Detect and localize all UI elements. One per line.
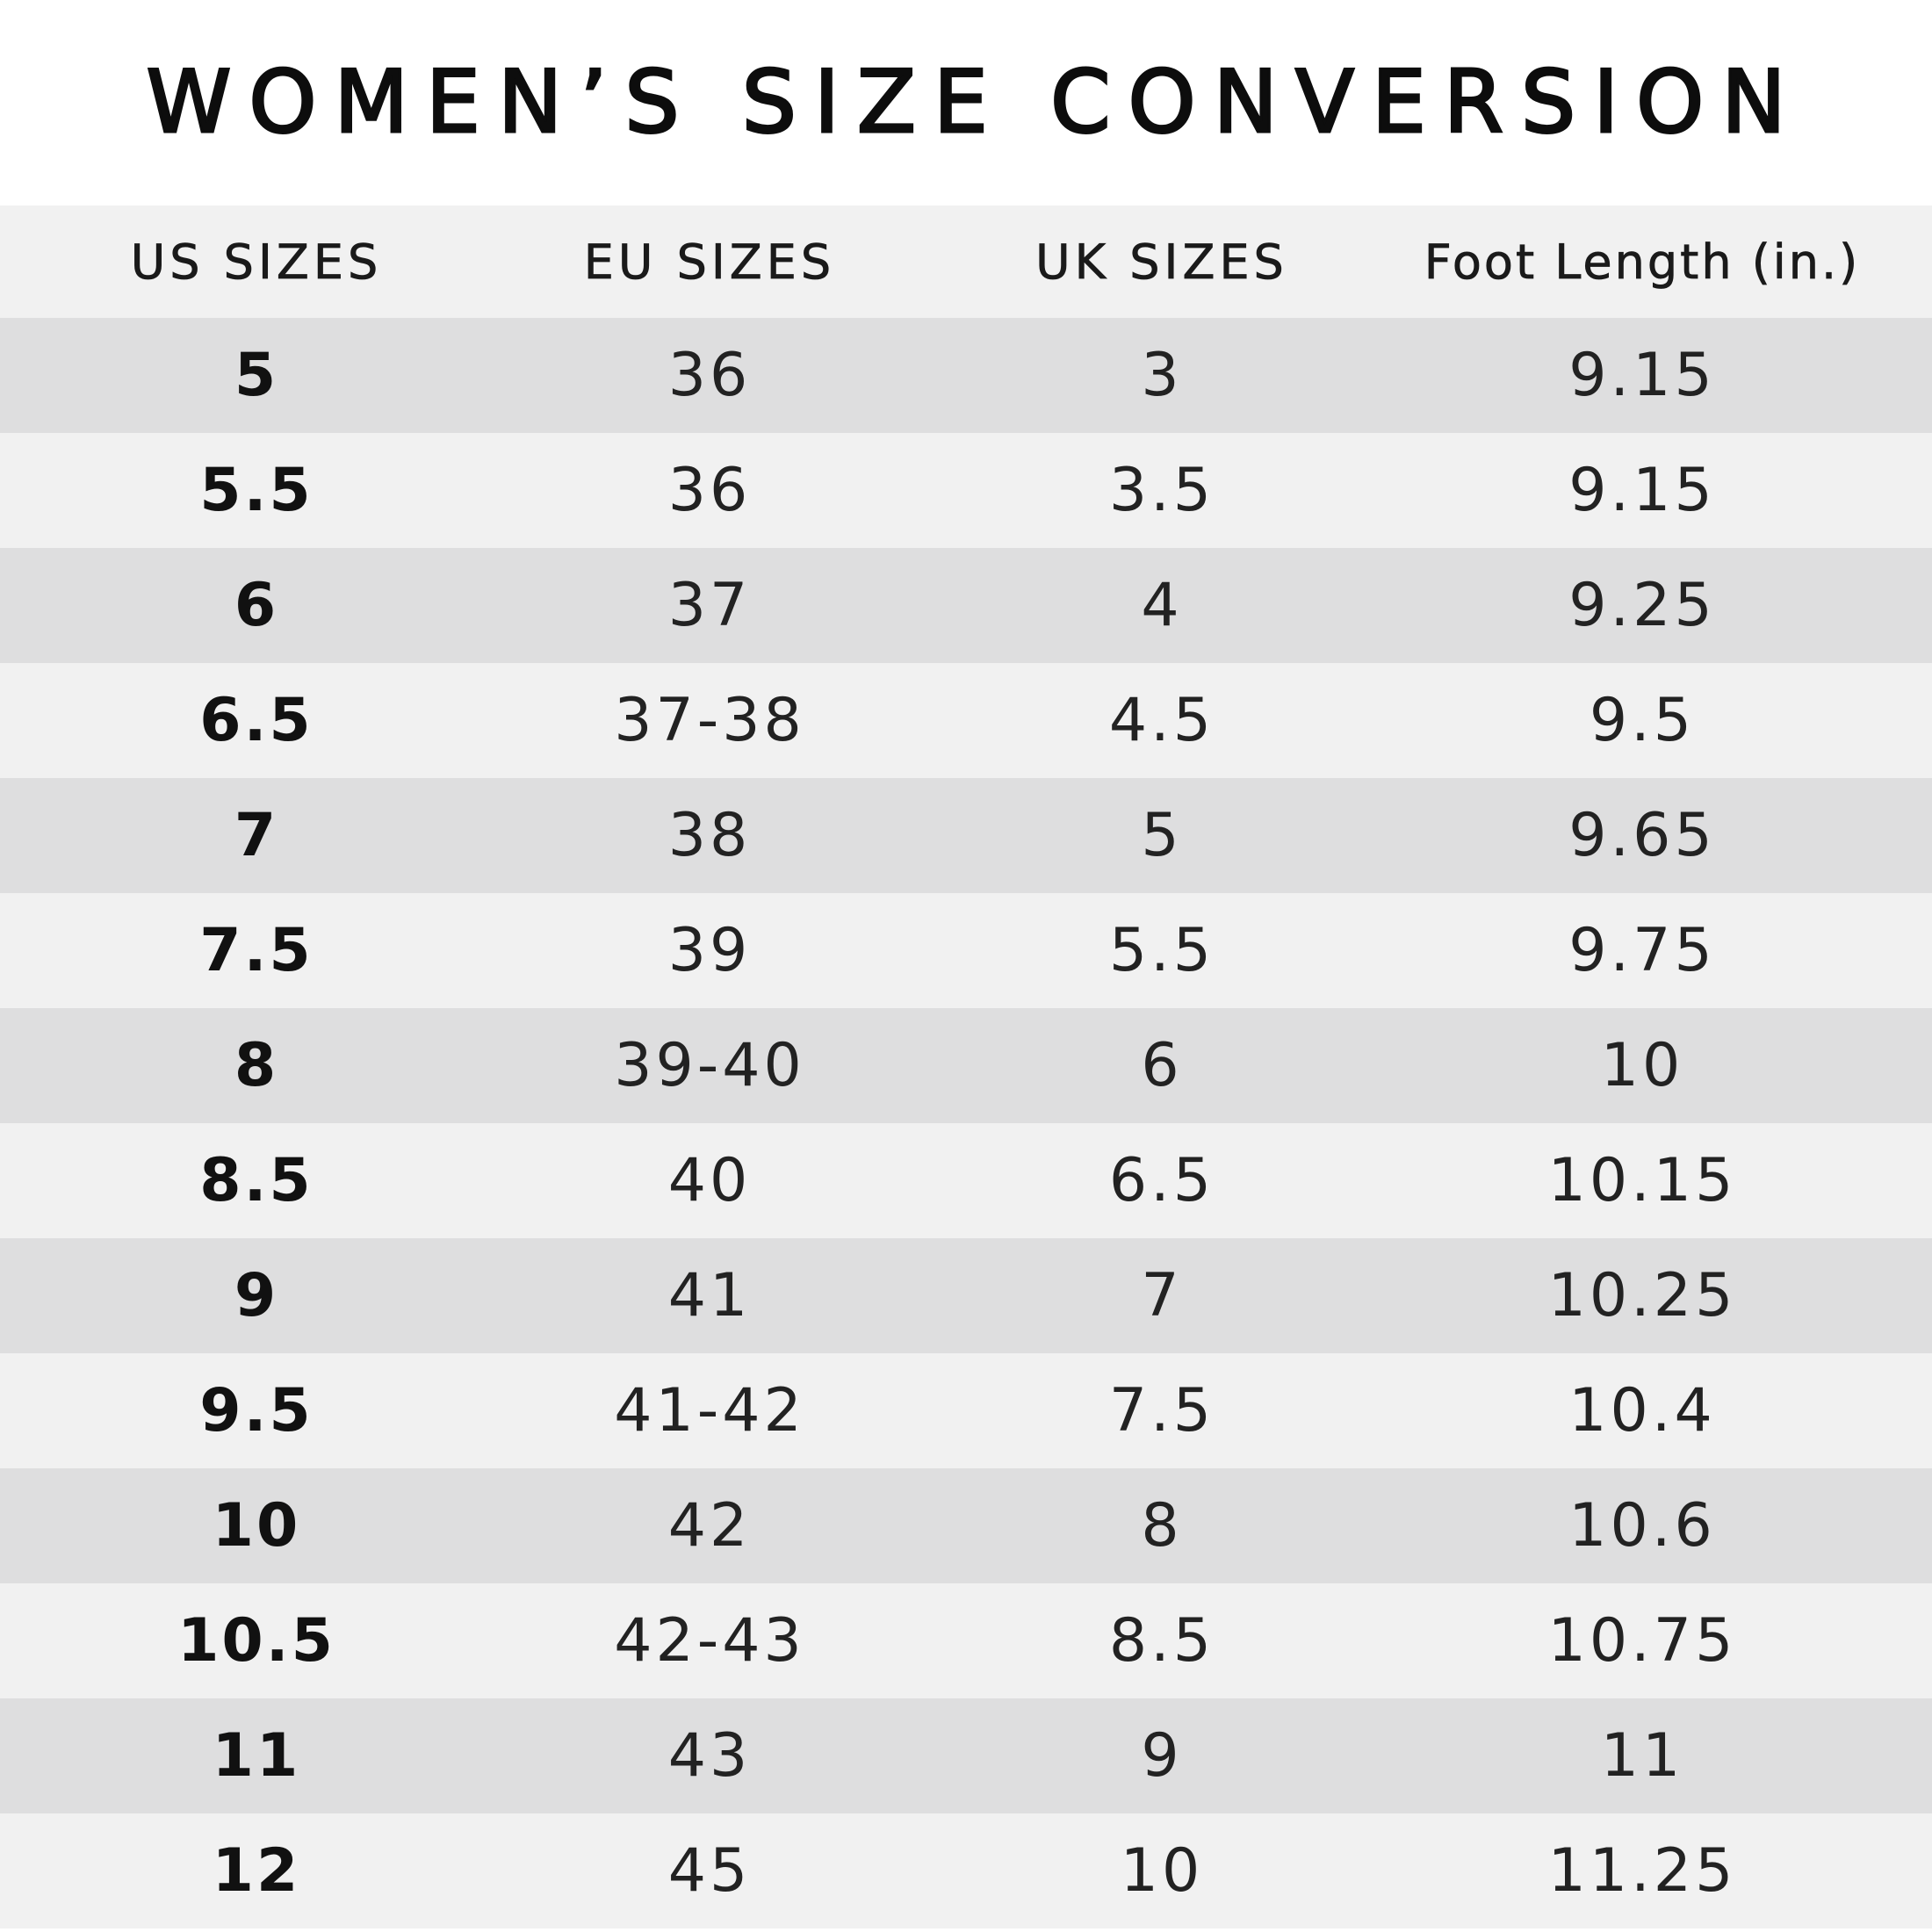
us-size-cell: 7.5 bbox=[199, 916, 314, 985]
eu-size-cell: 41 bbox=[667, 1261, 752, 1330]
us-size-cell: 8 bbox=[234, 1031, 279, 1100]
foot-length-cell: 9.65 bbox=[1568, 801, 1716, 870]
eu-size-cell: 43 bbox=[667, 1721, 752, 1791]
table-header-row: US SIZES EU SIZES UK SIZES Foot Length (… bbox=[0, 205, 1932, 318]
us-size-cell: 8.5 bbox=[199, 1146, 314, 1215]
eu-size-cell: 36 bbox=[667, 341, 752, 410]
foot-length-cell: 9.15 bbox=[1568, 456, 1716, 525]
us-size-cell: 9.5 bbox=[199, 1376, 314, 1445]
uk-size-cell: 5.5 bbox=[1108, 916, 1215, 985]
us-size-cell: 11 bbox=[212, 1721, 301, 1791]
table-row: 7.5 39 5.5 9.75 bbox=[0, 893, 1932, 1008]
foot-length-cell: 11.25 bbox=[1547, 1836, 1737, 1906]
uk-size-cell: 3 bbox=[1141, 341, 1183, 410]
header-foot-length: Foot Length (in.) bbox=[1424, 234, 1861, 290]
table-row: 7 38 5 9.65 bbox=[0, 778, 1932, 893]
foot-length-cell: 9.15 bbox=[1568, 341, 1716, 410]
table-row: 6.5 37-38 4.5 9.5 bbox=[0, 663, 1932, 778]
eu-size-cell: 42 bbox=[667, 1491, 752, 1561]
eu-size-cell: 36 bbox=[667, 456, 752, 525]
uk-size-cell: 4 bbox=[1141, 571, 1183, 640]
header-uk-sizes: UK SIZES bbox=[1035, 234, 1288, 290]
uk-size-cell: 8.5 bbox=[1108, 1606, 1215, 1676]
eu-size-cell: 40 bbox=[667, 1146, 752, 1215]
foot-length-cell: 10.25 bbox=[1547, 1261, 1737, 1330]
eu-size-cell: 37-38 bbox=[614, 686, 805, 755]
table-row: 8.5 40 6.5 10.15 bbox=[0, 1123, 1932, 1238]
foot-length-cell: 10.75 bbox=[1547, 1606, 1737, 1676]
us-size-cell: 10.5 bbox=[177, 1606, 335, 1676]
uk-size-cell: 7.5 bbox=[1108, 1376, 1215, 1445]
foot-length-cell: 9.5 bbox=[1589, 686, 1696, 755]
foot-length-cell: 9.25 bbox=[1568, 571, 1716, 640]
eu-size-cell: 39-40 bbox=[614, 1031, 805, 1100]
table-row: 12 45 10 11.25 bbox=[0, 1813, 1932, 1928]
table-row: 10 42 8 10.6 bbox=[0, 1468, 1932, 1583]
us-size-cell: 7 bbox=[234, 801, 279, 870]
foot-length-cell: 10.4 bbox=[1568, 1376, 1716, 1445]
eu-size-cell: 38 bbox=[667, 801, 752, 870]
foot-length-cell: 10.15 bbox=[1547, 1146, 1737, 1215]
table-row: 9.5 41-42 7.5 10.4 bbox=[0, 1353, 1932, 1468]
eu-size-cell: 45 bbox=[667, 1836, 752, 1906]
eu-size-cell: 39 bbox=[667, 916, 752, 985]
us-size-cell: 6 bbox=[234, 571, 279, 640]
us-size-cell: 6.5 bbox=[199, 686, 314, 755]
foot-length-cell: 11 bbox=[1600, 1721, 1684, 1791]
table-row: 8 39-40 6 10 bbox=[0, 1008, 1932, 1123]
table-row: 5.5 36 3.5 9.15 bbox=[0, 433, 1932, 548]
foot-length-cell: 9.75 bbox=[1568, 916, 1716, 985]
page-title: WOMEN’S SIZE CONVERSION bbox=[145, 52, 1804, 155]
us-size-cell: 10 bbox=[212, 1491, 301, 1561]
foot-length-cell: 10.6 bbox=[1568, 1491, 1716, 1561]
table-row: 10.5 42-43 8.5 10.75 bbox=[0, 1583, 1932, 1698]
size-conversion-table: US SIZES EU SIZES UK SIZES Foot Length (… bbox=[0, 205, 1932, 1932]
uk-size-cell: 8 bbox=[1141, 1491, 1183, 1561]
uk-size-cell: 6.5 bbox=[1108, 1146, 1215, 1215]
uk-size-cell: 6 bbox=[1141, 1031, 1183, 1100]
table-row: 11 43 9 11 bbox=[0, 1698, 1932, 1813]
us-size-cell: 9 bbox=[234, 1261, 279, 1330]
table-row: 5 36 3 9.15 bbox=[0, 318, 1932, 433]
uk-size-cell: 9 bbox=[1141, 1721, 1183, 1791]
uk-size-cell: 4.5 bbox=[1108, 686, 1215, 755]
us-size-cell: 5.5 bbox=[199, 456, 314, 525]
us-size-cell: 12 bbox=[212, 1836, 301, 1906]
eu-size-cell: 41-42 bbox=[614, 1376, 805, 1445]
uk-size-cell: 7 bbox=[1141, 1261, 1183, 1330]
foot-length-cell: 10 bbox=[1600, 1031, 1684, 1100]
uk-size-cell: 3.5 bbox=[1108, 456, 1215, 525]
header-us-sizes: US SIZES bbox=[130, 234, 383, 290]
eu-size-cell: 42-43 bbox=[614, 1606, 805, 1676]
us-size-cell: 5 bbox=[234, 341, 279, 410]
uk-size-cell: 5 bbox=[1141, 801, 1183, 870]
table-row: 6 37 4 9.25 bbox=[0, 548, 1932, 663]
header-eu-sizes: EU SIZES bbox=[583, 234, 836, 290]
eu-size-cell: 37 bbox=[667, 571, 752, 640]
table-row: 9 41 7 10.25 bbox=[0, 1238, 1932, 1353]
uk-size-cell: 10 bbox=[1120, 1836, 1204, 1906]
